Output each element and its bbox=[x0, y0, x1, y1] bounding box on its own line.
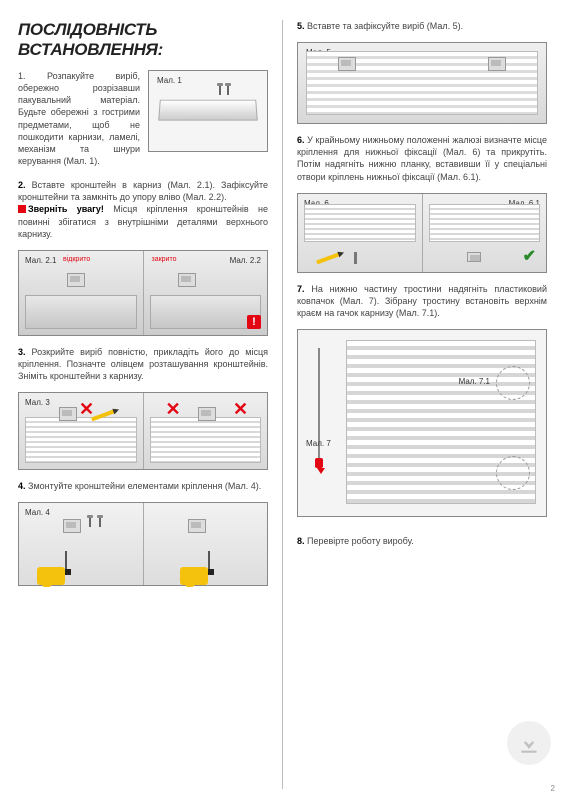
figure-3: Мал. 3 ✕ ✕ ✕ bbox=[18, 392, 268, 470]
figure-3-right: ✕ ✕ bbox=[143, 393, 268, 469]
x-mark-icon: ✕ bbox=[233, 399, 249, 415]
bracket-icon bbox=[178, 273, 196, 287]
page-number: 2 bbox=[551, 784, 555, 793]
step-1-text: 1. Розпакуйте виріб, обережно розрізавши… bbox=[18, 70, 140, 167]
detail-circle bbox=[496, 456, 530, 490]
figure-1: Мал. 1 bbox=[148, 70, 268, 152]
step-2: 2. Вставте кронштейн в карниз (Мал. 2.1)… bbox=[18, 179, 268, 240]
blinds-graphic bbox=[25, 417, 137, 463]
figure-2-1: Мал. 2.1 відкрито bbox=[19, 251, 143, 335]
step-1-num: 1. bbox=[18, 71, 26, 81]
step-3-body: Розкрийте виріб повністю, прикладіть йог… bbox=[18, 347, 268, 381]
step-7: 7. На нижню частину тростини надягніть п… bbox=[297, 283, 547, 319]
check-icon: ✔ bbox=[523, 246, 536, 266]
pencil-icon bbox=[316, 251, 342, 264]
x-mark-icon: ✕ bbox=[79, 399, 95, 415]
figure-7-label: Мал. 7 bbox=[304, 438, 333, 449]
figure-5: Мал. 5 bbox=[297, 42, 547, 124]
bracket-icon bbox=[338, 57, 356, 71]
step-6: 6. У крайньому нижньому положенні жалюзі… bbox=[297, 134, 547, 183]
figure-7: Мал. 7 Мал. 7.1 bbox=[297, 329, 547, 517]
bracket-icon bbox=[198, 407, 216, 421]
page-title: ПОСЛІДОВНІСТЬ ВСТАНОВЛЕННЯ: bbox=[18, 20, 268, 60]
open-label: відкрито bbox=[63, 256, 90, 263]
right-column: 5. Вставте та зафіксуйте виріб (Мал. 5).… bbox=[297, 20, 547, 789]
figure-3-left: Мал. 3 ✕ bbox=[19, 393, 143, 469]
bracket-icon bbox=[488, 57, 506, 71]
download-watermark bbox=[507, 721, 551, 765]
step-7-body: На нижню частину тростини надягніть плас… bbox=[297, 284, 547, 318]
left-column: ПОСЛІДОВНІСТЬ ВСТАНОВЛЕННЯ: 1. Розпакуйт… bbox=[18, 20, 268, 789]
blinds-graphic bbox=[429, 204, 541, 242]
step-8-body: Перевірте роботу виробу. bbox=[305, 536, 414, 546]
step-8-num: 8. bbox=[297, 536, 305, 546]
figure-4: Мал. 4 bbox=[18, 502, 268, 586]
step-1-body: Розпакуйте виріб, обережно розрізавши па… bbox=[18, 71, 140, 166]
closed-label: закрито bbox=[152, 256, 177, 263]
clip-icon bbox=[467, 252, 481, 262]
step-6-body: У крайньому нижньому положенні жалюзі ви… bbox=[297, 135, 547, 181]
step-5: 5. Вставте та зафіксуйте виріб (Мал. 5). bbox=[297, 20, 547, 32]
column-divider bbox=[282, 20, 283, 789]
step-2-warn-label: Зверніть увагу! bbox=[28, 204, 104, 214]
step-1: 1. Розпакуйте виріб, обережно розрізавши… bbox=[18, 70, 268, 167]
rail-graphic bbox=[158, 100, 258, 121]
screw-icon bbox=[219, 85, 221, 95]
drill-icon bbox=[180, 549, 220, 585]
figure-2-2-label: Мал. 2.2 bbox=[228, 255, 263, 266]
screw-icon bbox=[227, 85, 229, 95]
step-3-num: 3. bbox=[18, 347, 26, 357]
figure-1-label: Мал. 1 bbox=[155, 75, 184, 86]
step-7-num: 7. bbox=[297, 284, 305, 294]
figure-4-right bbox=[143, 503, 268, 585]
step-5-num: 5. bbox=[297, 21, 305, 31]
instruction-page: ПОСЛІДОВНІСТЬ ВСТАНОВЛЕННЯ: 1. Розпакуйт… bbox=[0, 0, 565, 799]
figure-3-label: Мал. 3 bbox=[23, 397, 52, 408]
blinds-graphic bbox=[304, 204, 416, 242]
rail-graphic bbox=[25, 295, 137, 329]
figure-2: Мал. 2.1 відкрито Мал. 2.2 закрито ! bbox=[18, 250, 268, 336]
drill-icon bbox=[37, 549, 77, 585]
wand-cap-icon bbox=[315, 458, 323, 468]
step-4-num: 4. bbox=[18, 481, 26, 491]
figure-6-left: Мал. 6 bbox=[298, 194, 422, 272]
x-mark-icon: ✕ bbox=[166, 399, 182, 415]
step-4-body: Змонтуйте кронштейни елементами кріпленн… bbox=[26, 481, 262, 491]
step-3: 3. Розкрийте виріб повністю, прикладіть … bbox=[18, 346, 268, 382]
screw-icon bbox=[99, 517, 101, 527]
figure-7-1-label: Мал. 7.1 bbox=[457, 376, 492, 387]
bolt-icon bbox=[354, 252, 357, 264]
step-2-num: 2. bbox=[18, 180, 26, 190]
step-6-num: 6. bbox=[297, 135, 305, 145]
bracket-icon bbox=[59, 407, 77, 421]
figure-2-1-label: Мал. 2.1 bbox=[23, 255, 58, 266]
download-icon bbox=[516, 730, 542, 756]
step-8: 8. Перевірте роботу виробу. bbox=[297, 535, 547, 547]
rail-graphic bbox=[150, 295, 262, 329]
bracket-icon bbox=[188, 519, 206, 533]
detail-circle bbox=[496, 366, 530, 400]
figure-4-label: Мал. 4 bbox=[23, 507, 52, 518]
figure-2-2: Мал. 2.2 закрито ! bbox=[143, 251, 268, 335]
figure-6: Мал. 6 Мал. 6.1 ✔ bbox=[297, 193, 547, 273]
step-5-body: Вставте та зафіксуйте виріб (Мал. 5). bbox=[305, 21, 464, 31]
warning-icon bbox=[18, 205, 26, 213]
warning-badge: ! bbox=[247, 315, 261, 329]
screw-icon bbox=[89, 517, 91, 527]
step-4: 4. Змонтуйте кронштейни елементами кріпл… bbox=[18, 480, 268, 492]
blinds-graphic bbox=[150, 417, 262, 463]
figure-4-left: Мал. 4 bbox=[19, 503, 143, 585]
bracket-icon bbox=[63, 519, 81, 533]
step-2-body: Вставте кронштейн в карниз (Мал. 2.1). З… bbox=[18, 180, 268, 202]
figure-6-1: Мал. 6.1 ✔ bbox=[422, 194, 547, 272]
bracket-icon bbox=[67, 273, 85, 287]
